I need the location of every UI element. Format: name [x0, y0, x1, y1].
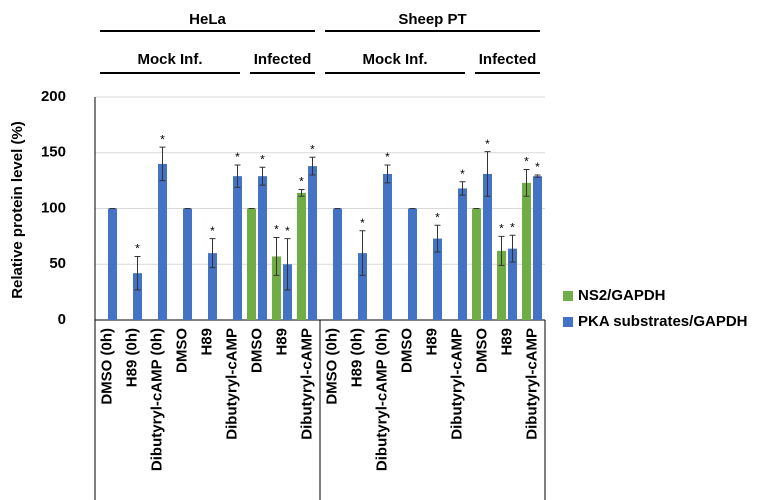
error-bar: [284, 238, 291, 291]
bar: [458, 188, 467, 320]
x-tick-label: Dibutyryl-cAMP: [523, 328, 540, 440]
x-tick-label: DMSO (0h): [323, 328, 340, 405]
x-tick-label: Dibutyryl-cAMP (0h): [148, 328, 165, 471]
significance-label: *: [499, 222, 504, 236]
bar: [333, 208, 342, 320]
bar: [272, 256, 281, 320]
groups-label: HeLa: [189, 11, 226, 28]
x-tick-label: H89: [273, 328, 290, 356]
x-tick-label: Dibutyryl-cAMP: [298, 328, 315, 440]
x-tick-label: Dibutyryl-cAMP (0h): [373, 328, 390, 471]
bar: [483, 173, 492, 320]
bar: [433, 238, 442, 320]
subgroups-label: Mock Inf.: [137, 51, 202, 68]
error-bar: [523, 168, 530, 197]
x-tick-label: H89 (0h): [348, 328, 365, 387]
bar: [258, 176, 267, 320]
x-tick-label: H89: [423, 328, 440, 356]
bar: [308, 166, 317, 320]
significance-label: *: [135, 242, 140, 256]
error-bar: [498, 235, 505, 266]
significance-label: *: [210, 224, 215, 238]
error-bar: [259, 166, 266, 186]
bar: [158, 163, 167, 320]
bar: [508, 248, 517, 320]
bar: [233, 176, 242, 320]
error-bar: [273, 236, 280, 276]
significance-label: *: [235, 150, 240, 164]
legend-swatch: [563, 317, 573, 327]
significance-label: *: [160, 132, 165, 146]
error-bar: [159, 146, 166, 182]
error-bar: [209, 238, 216, 269]
y-tick-label: 0: [58, 311, 66, 328]
subgroups-label: Mock Inf.: [362, 51, 427, 68]
bar: [522, 182, 531, 320]
significance-label: *: [310, 142, 315, 156]
significance-label: *: [510, 220, 515, 234]
bar: [533, 176, 542, 320]
bar: [383, 173, 392, 320]
error-bar: [509, 234, 516, 263]
x-tick-label: Dibutyryl-cAMP: [223, 328, 240, 440]
y-tick-label: 50: [49, 255, 66, 272]
groups-label: Sheep PT: [398, 11, 466, 28]
error-bar: [459, 181, 466, 196]
x-tick-label: DMSO: [398, 328, 415, 373]
significance-label: *: [260, 152, 265, 166]
x-tick-label: H89: [498, 328, 515, 356]
error-bar: [134, 255, 141, 291]
x-tick-label: DMSO: [473, 328, 490, 373]
y-tick-label: 100: [41, 199, 66, 216]
error-bar: [384, 164, 391, 184]
error-bar: [298, 189, 305, 197]
legend-label: NS2/GAPDH: [578, 287, 666, 304]
error-bar: [309, 156, 316, 176]
bar: [247, 208, 256, 320]
bar: [472, 208, 481, 320]
bar: [497, 250, 506, 320]
significance-label: *: [385, 150, 390, 164]
subgroups-label: Infected: [254, 51, 312, 68]
error-bar: [359, 230, 366, 276]
error-bar: [534, 174, 541, 178]
subgroups-label: Infected: [479, 51, 537, 68]
bar: [208, 253, 217, 320]
x-tick-label: DMSO (0h): [98, 328, 115, 405]
y-tick-label: 200: [41, 88, 66, 105]
significance-label: *: [460, 167, 465, 181]
bar: [297, 192, 306, 320]
bar: [283, 264, 292, 320]
error-bar: [484, 151, 491, 197]
y-axis-label: Relative protein level (%): [9, 121, 26, 299]
error-bar: [234, 164, 241, 188]
bar: [108, 208, 117, 320]
x-tick-label: DMSO: [248, 328, 265, 373]
y-tick-label: 150: [41, 144, 66, 161]
bar: [183, 208, 192, 320]
legend-label: PKA substrates/GAPDH: [578, 313, 747, 330]
x-tick-label: Dibutyryl-cAMP: [448, 328, 465, 440]
significance-label: *: [285, 224, 290, 238]
significance-label: *: [435, 210, 440, 224]
significance-label: *: [535, 160, 540, 174]
x-tick-label: DMSO: [173, 328, 190, 373]
bar: [358, 253, 367, 320]
x-tick-label: H89 (0h): [123, 328, 140, 387]
significance-label: *: [274, 223, 279, 237]
significance-label: *: [299, 175, 304, 189]
significance-label: *: [360, 216, 365, 230]
bar: [408, 208, 417, 320]
error-bar: [434, 224, 441, 253]
significance-label: *: [524, 155, 529, 169]
bar: [133, 273, 142, 320]
legend-swatch: [563, 291, 573, 301]
significance-label: *: [485, 137, 490, 151]
x-tick-label: H89: [198, 328, 215, 356]
